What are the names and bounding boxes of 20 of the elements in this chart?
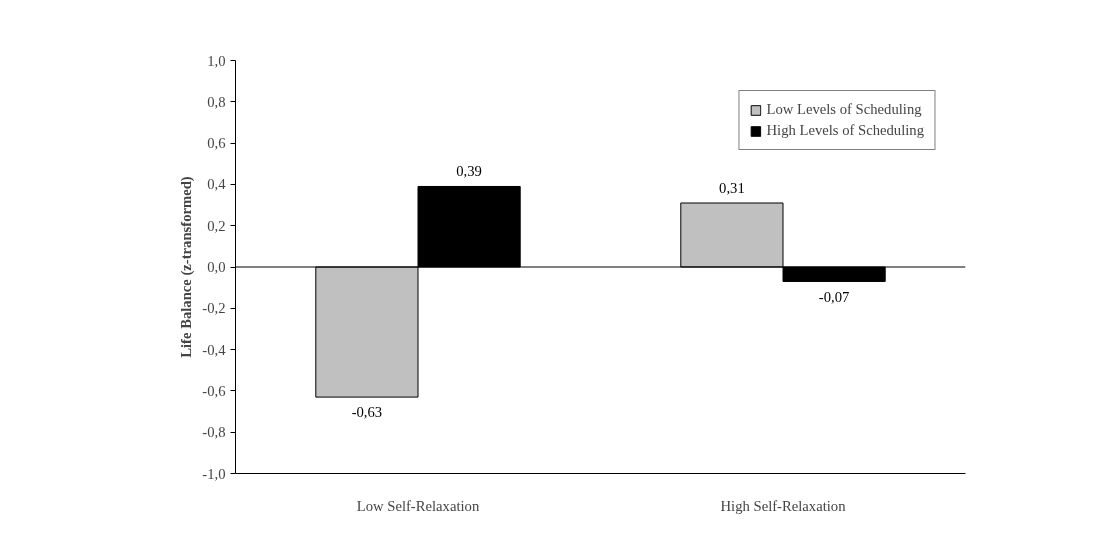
data-label: 0,31 [719, 179, 745, 196]
y-tick-label: 0,6 [207, 135, 226, 152]
y-tick-label: 1,0 [207, 52, 226, 69]
x-tick-label: High Self-Relaxation [720, 497, 847, 514]
legend-label: Low Levels of Scheduling [766, 101, 922, 118]
data-label: -0,07 [818, 288, 850, 305]
legend-label: High Levels of Scheduling [766, 122, 924, 139]
y-tick-label: 0,8 [207, 93, 226, 110]
y-axis-title: Life Balance (z-transformed) [178, 176, 196, 358]
data-label: -0,63 [351, 404, 383, 421]
y-tick-label: 0,2 [207, 217, 226, 234]
y-tick-label: -0,8 [202, 424, 226, 441]
y-tick-label: 0,4 [207, 176, 227, 193]
x-tick-label: Low Self-Relaxation [356, 497, 480, 514]
y-tick-label: -0,6 [202, 382, 226, 399]
y-tick-label: -0,4 [202, 341, 227, 358]
y-tick-label: 0,0 [207, 259, 226, 275]
y-tick-label: -0,2 [202, 300, 226, 317]
y-tick-label: -1,0 [202, 465, 226, 482]
data-label: 0,39 [456, 163, 482, 180]
